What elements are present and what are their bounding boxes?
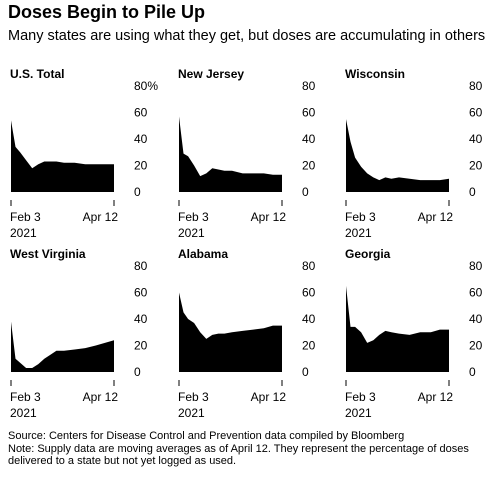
area-series xyxy=(179,116,282,192)
y-tick-label: 80 xyxy=(469,79,483,93)
y-tick-label: 20 xyxy=(134,159,148,173)
y-tick-label: 0 xyxy=(469,185,476,199)
x-tick-year: 2021 xyxy=(345,406,372,420)
note-line-2: delivered to a state but not yet logged … xyxy=(8,455,237,467)
x-tick-label: Apr 12 xyxy=(418,390,454,404)
area-series xyxy=(346,285,449,372)
y-tick-label: 40 xyxy=(134,132,148,146)
x-tick-label: Feb 3 xyxy=(10,210,41,224)
panel-title: New Jersey xyxy=(178,67,244,81)
panel-title: U.S. Total xyxy=(10,67,64,81)
y-tick-label: 60 xyxy=(302,286,316,300)
y-tick-label: 80 xyxy=(302,79,316,93)
y-tick-label: 20 xyxy=(302,159,316,173)
panel-title: West Virginia xyxy=(10,247,86,261)
source-note: Source: Centers for Disease Control and … xyxy=(8,430,405,442)
area-series xyxy=(11,321,114,372)
chart-subtitle: Many states are using what they get, but… xyxy=(8,28,486,44)
area-series xyxy=(179,292,282,372)
x-tick-label: Apr 12 xyxy=(83,210,119,224)
y-tick-label: 40 xyxy=(302,312,316,326)
y-tick-label: 40 xyxy=(134,312,148,326)
y-tick-label: 60 xyxy=(469,286,483,300)
x-tick-year: 2021 xyxy=(178,226,205,240)
y-tick-label: 80 xyxy=(134,259,148,273)
y-tick-label: 20 xyxy=(469,339,483,353)
y-tick-label: 60 xyxy=(302,106,316,120)
y-tick-label: 40 xyxy=(469,312,483,326)
y-tick-label: 20 xyxy=(469,159,483,173)
area-series xyxy=(346,119,449,192)
area-series xyxy=(11,120,114,192)
chart-footer: Source: Centers for Disease Control and … xyxy=(8,430,498,468)
y-tick-label: 0 xyxy=(134,185,141,199)
x-tick-label: Apr 12 xyxy=(251,210,287,224)
chart-title: Doses Begin to Pile Up xyxy=(8,2,206,22)
y-tick-label: 0 xyxy=(134,365,141,379)
y-tick-label: 0 xyxy=(469,365,476,379)
x-tick-label: Feb 3 xyxy=(178,210,209,224)
note-line-1: Note: Supply data are moving averages as… xyxy=(8,442,469,455)
x-tick-label: Apr 12 xyxy=(418,210,454,224)
y-tick-label: 40 xyxy=(302,132,316,146)
y-tick-label: 0 xyxy=(302,185,309,199)
x-tick-label: Feb 3 xyxy=(345,210,376,224)
y-tick-label: 20 xyxy=(134,339,148,353)
panel-title: Wisconsin xyxy=(345,67,405,81)
y-tick-label: 40 xyxy=(469,132,483,146)
x-tick-year: 2021 xyxy=(10,406,37,420)
x-tick-year: 2021 xyxy=(178,406,205,420)
y-tick-label: 20 xyxy=(302,339,316,353)
x-tick-label: Feb 3 xyxy=(10,390,41,404)
panel-title: Georgia xyxy=(345,247,391,261)
x-tick-label: Apr 12 xyxy=(83,390,119,404)
y-tick-label: 80 xyxy=(302,259,316,273)
y-tick-label: 60 xyxy=(469,106,483,120)
x-tick-label: Feb 3 xyxy=(178,390,209,404)
y-tick-label: 80 xyxy=(469,259,483,273)
y-tick-label: 80% xyxy=(134,79,158,93)
panel-title: Alabama xyxy=(178,247,228,261)
y-tick-label: 60 xyxy=(134,106,148,120)
x-tick-year: 2021 xyxy=(345,226,372,240)
x-tick-label: Feb 3 xyxy=(345,390,376,404)
y-tick-label: 60 xyxy=(134,286,148,300)
y-tick-label: 0 xyxy=(302,365,309,379)
x-tick-year: 2021 xyxy=(10,226,37,240)
x-tick-label: Apr 12 xyxy=(251,390,287,404)
